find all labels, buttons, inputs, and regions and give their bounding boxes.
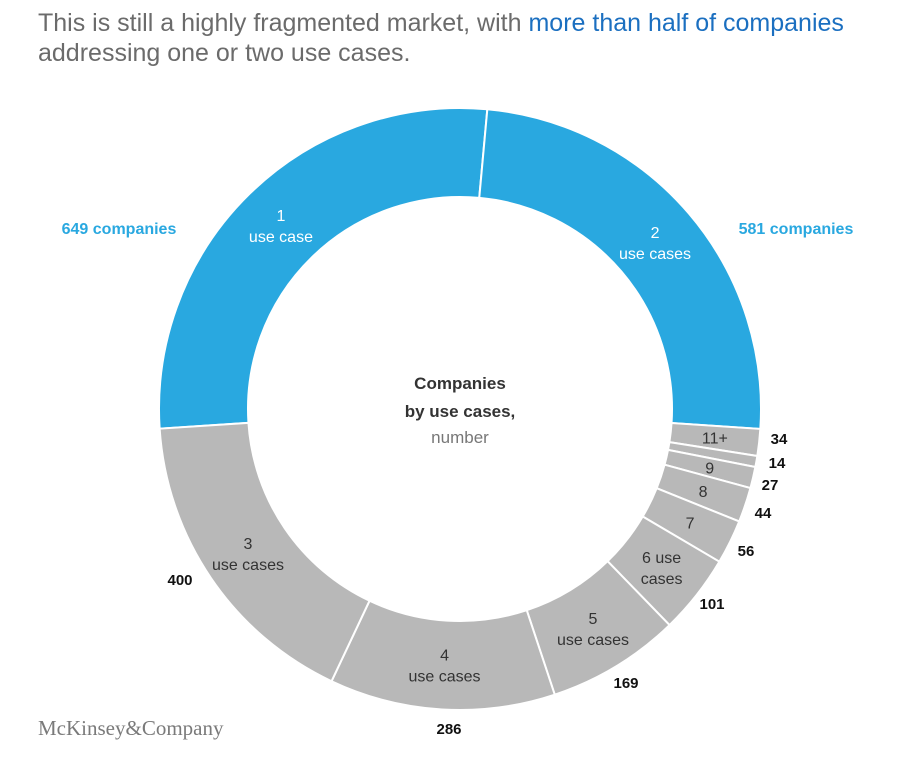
value-label: 649 companies — [62, 221, 177, 238]
donut-slice — [158, 421, 371, 683]
slice-label: 3 — [244, 536, 253, 553]
value-label: 400 — [167, 572, 192, 589]
mckinsey-logo: McKinsey&Company — [38, 716, 224, 740]
slice-label: 1 — [276, 208, 285, 225]
center-label-unit: number — [431, 428, 489, 447]
center-label-line2: by use cases, — [404, 402, 516, 421]
value-label: 169 — [613, 675, 638, 692]
value-label: 44 — [755, 505, 772, 522]
slice-label: 9 — [705, 460, 714, 477]
headline-text-end: addressing one or two use cases. — [38, 39, 411, 67]
slice-label: 6 use — [642, 550, 681, 567]
headline-highlight: more than half of companies — [528, 9, 844, 37]
slice-label: 11+ — [702, 431, 728, 448]
slice-label: 4 — [440, 648, 449, 665]
slice-label: 2 — [651, 225, 660, 242]
value-label: 286 — [436, 721, 461, 738]
value-label: 27 — [762, 477, 779, 494]
donut-slice — [478, 108, 762, 431]
headline: This is still a highly fragmented market… — [38, 8, 908, 68]
slice-label: use cases — [557, 632, 629, 649]
slice-label: 5 — [589, 611, 598, 628]
slice-label: 8 — [699, 484, 708, 501]
slice-label: 7 — [686, 515, 695, 532]
value-label: 581 companies — [739, 221, 854, 238]
headline-text: This is still a highly fragmented market… — [38, 9, 529, 37]
value-label: 101 — [699, 596, 724, 613]
slice-label: use cases — [619, 246, 691, 263]
value-label: 14 — [769, 455, 786, 472]
slice-label: cases — [641, 571, 683, 588]
slice-label: use cases — [212, 557, 284, 574]
slice-label: use cases — [409, 669, 481, 686]
donut-slice — [158, 107, 489, 430]
slice-label: use case — [249, 229, 313, 246]
value-label: 56 — [738, 543, 755, 560]
center-label-line1: Companies — [414, 374, 506, 393]
value-label: 34 — [771, 431, 788, 448]
